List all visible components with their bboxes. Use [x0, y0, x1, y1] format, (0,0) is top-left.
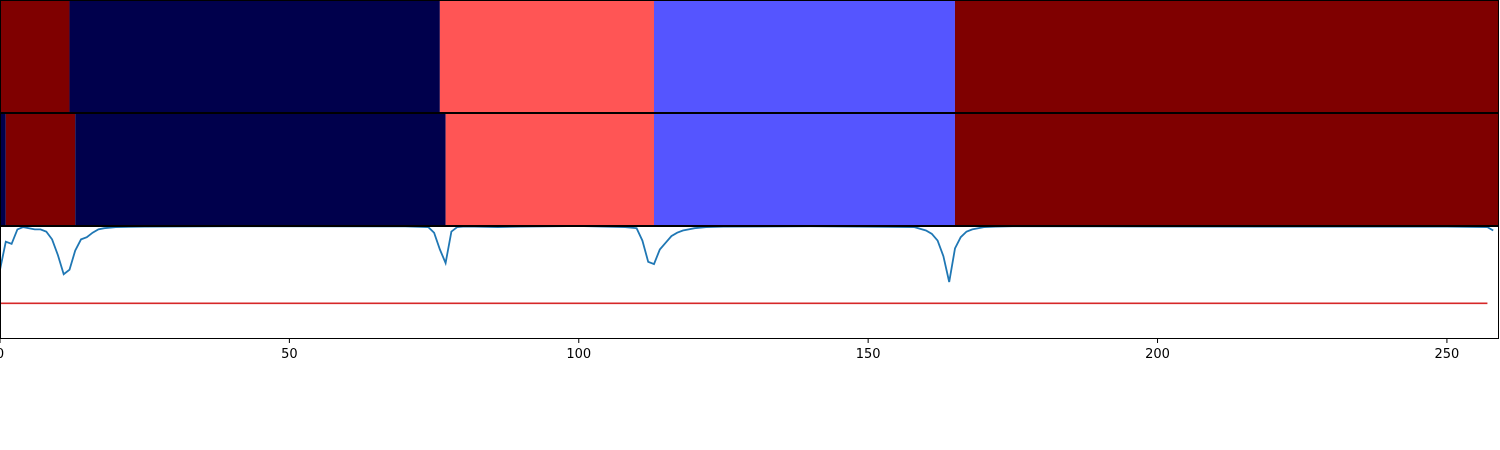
segmentation-track-1 — [0, 0, 1499, 112]
panel-frame-3 — [0, 226, 1499, 339]
segment-1 — [0, 113, 6, 225]
panel-frame-1 — [0, 0, 1499, 113]
segment-2 — [5, 113, 76, 225]
segment-6 — [954, 113, 1499, 225]
x-tick-label: 100 — [566, 347, 591, 362]
panel-frame-2 — [0, 113, 1499, 226]
segmentation-track-2 — [0, 113, 1499, 225]
segment-4 — [445, 113, 655, 225]
x-tick-label: 200 — [1145, 347, 1170, 362]
x-tick-label: 250 — [1434, 347, 1459, 362]
panel-frames — [0, 0, 1499, 339]
segment-4 — [654, 0, 955, 112]
x-axis: 0 50 100 150 200 250 — [0, 338, 1459, 362]
segment-1 — [0, 0, 70, 112]
segment-5 — [954, 0, 1499, 112]
x-tick-label: 0 — [0, 347, 4, 362]
segment-2 — [69, 0, 440, 112]
segment-3 — [439, 0, 655, 112]
score-line — [0, 225, 1494, 283]
x-tick-label: 150 — [856, 347, 881, 362]
segment-3 — [75, 113, 446, 225]
x-tick-label: 50 — [281, 347, 298, 362]
segment-5 — [654, 113, 955, 225]
score-line-plot — [0, 225, 1494, 305]
